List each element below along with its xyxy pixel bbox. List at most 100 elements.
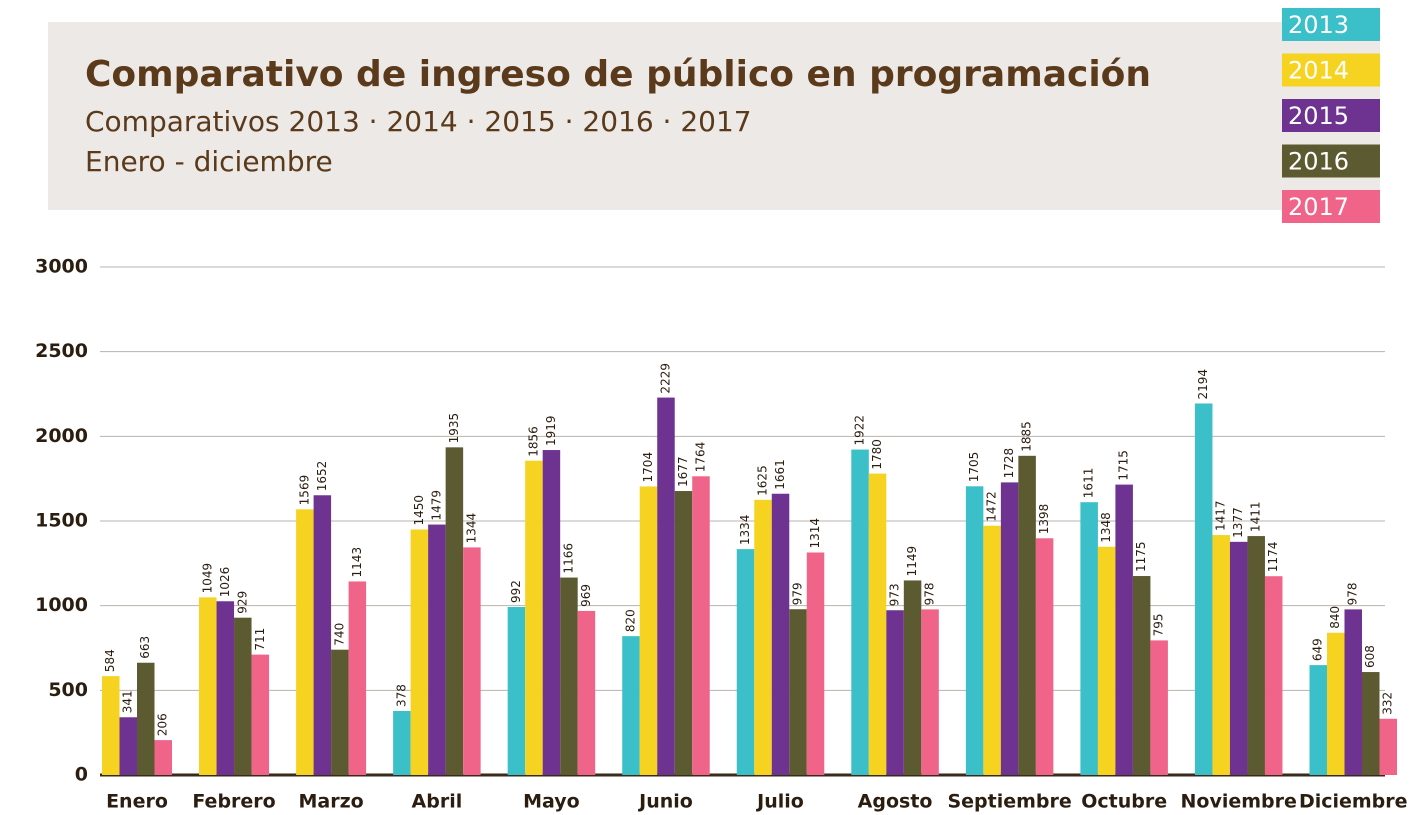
- value-label: 1652: [315, 461, 329, 492]
- legend-swatch: [1282, 144, 1380, 178]
- bar: [1362, 672, 1380, 775]
- value-label: 608: [1363, 645, 1377, 668]
- bar: [119, 717, 137, 775]
- bar: [463, 547, 481, 775]
- bar: [622, 636, 640, 775]
- value-label: 1450: [412, 495, 426, 526]
- value-label: 1919: [544, 416, 558, 447]
- value-label: 1856: [526, 426, 540, 457]
- value-label: 978: [923, 582, 937, 605]
- value-label: 973: [888, 583, 902, 606]
- bar: [102, 676, 120, 775]
- y-tick-label: 500: [48, 679, 88, 701]
- x-tick-label: Septiembre: [947, 791, 1071, 813]
- value-label: 332: [1381, 692, 1395, 715]
- legend-label: 2015: [1288, 102, 1349, 130]
- legend-swatch: [1282, 99, 1380, 132]
- bar: [1080, 502, 1098, 775]
- value-label: 979: [791, 582, 805, 605]
- value-label: 2229: [658, 363, 672, 394]
- bar: [542, 450, 561, 775]
- x-tick-label: Abril: [412, 791, 463, 813]
- value-label: 1922: [853, 415, 867, 446]
- value-label: 1174: [1266, 542, 1280, 573]
- value-label: 1175: [1134, 541, 1148, 572]
- value-label: 1411: [1249, 502, 1263, 533]
- value-label: 1677: [676, 456, 690, 487]
- bar: [754, 499, 772, 775]
- y-tick-label: 2500: [35, 340, 88, 362]
- y-tick-label: 2000: [35, 425, 88, 447]
- value-label: 1569: [297, 475, 311, 506]
- bar: [296, 509, 314, 775]
- bar: [1150, 640, 1168, 775]
- bar: [1194, 403, 1213, 775]
- bar: [1115, 484, 1133, 775]
- bar: [410, 529, 429, 775]
- value-label: 1705: [967, 452, 981, 483]
- value-label: 1143: [350, 547, 364, 578]
- x-tick-label: Febrero: [192, 791, 275, 813]
- y-tick-label: 3000: [35, 256, 88, 278]
- value-label: 1334: [738, 515, 752, 546]
- bar: [1132, 576, 1151, 775]
- x-tick-label: Enero: [106, 791, 168, 813]
- value-label: 1049: [200, 563, 214, 594]
- value-label: 1348: [1099, 512, 1113, 543]
- legend-swatch: [1282, 53, 1380, 87]
- bar: [1097, 546, 1116, 775]
- legend-label: 2014: [1288, 57, 1349, 85]
- y-tick-label: 0: [75, 764, 88, 786]
- bar: [137, 662, 155, 775]
- header-box: [48, 22, 1380, 210]
- value-label: 1344: [464, 513, 478, 544]
- value-label: 820: [623, 609, 637, 632]
- value-label: 795: [1152, 613, 1166, 636]
- chart-subtitle: Enero - diciembre: [85, 145, 333, 178]
- bar: [507, 607, 526, 775]
- value-label: 840: [1328, 606, 1342, 629]
- bar: [577, 610, 596, 775]
- bar: [1035, 538, 1054, 775]
- bar: [674, 491, 693, 775]
- value-label: 649: [1311, 638, 1325, 661]
- value-label: 1625: [756, 465, 770, 496]
- x-tick-label: Julio: [755, 791, 804, 813]
- legend-label: 2013: [1288, 11, 1349, 39]
- value-label: 1935: [447, 413, 461, 444]
- bar: [639, 486, 658, 775]
- bar: [234, 617, 252, 775]
- x-tick-label: Junio: [637, 791, 693, 813]
- value-label: 978: [1346, 582, 1360, 605]
- value-label: 1764: [693, 442, 707, 473]
- bar: [525, 460, 543, 775]
- value-label: 1314: [808, 518, 822, 549]
- value-label: 1398: [1037, 504, 1051, 535]
- bar: [789, 609, 807, 775]
- value-label: 2194: [1196, 369, 1210, 400]
- value-label: 1611: [1082, 468, 1096, 499]
- value-label: 929: [235, 591, 249, 614]
- bar: [921, 609, 939, 775]
- bar: [1344, 609, 1362, 775]
- legend-label: 2017: [1288, 193, 1349, 221]
- bar: [1229, 541, 1248, 775]
- bar: [736, 549, 755, 775]
- bar: [445, 447, 464, 775]
- x-tick-label: Diciembre: [1299, 791, 1408, 813]
- bar: [348, 581, 367, 775]
- value-label: 992: [509, 580, 523, 603]
- value-label: 969: [579, 584, 593, 607]
- value-label: 584: [103, 649, 117, 672]
- value-label: 1661: [773, 459, 787, 490]
- bar: [1000, 482, 1019, 775]
- bar: [983, 525, 1001, 775]
- legend-swatch: [1282, 190, 1380, 223]
- chart-title: Comparativo de ingreso de público en pro…: [85, 54, 1151, 95]
- bar: [771, 493, 790, 775]
- bar: [1212, 535, 1230, 775]
- x-tick-label: Marzo: [298, 791, 363, 813]
- value-label: 1728: [1002, 448, 1016, 479]
- value-label: 1704: [641, 452, 655, 483]
